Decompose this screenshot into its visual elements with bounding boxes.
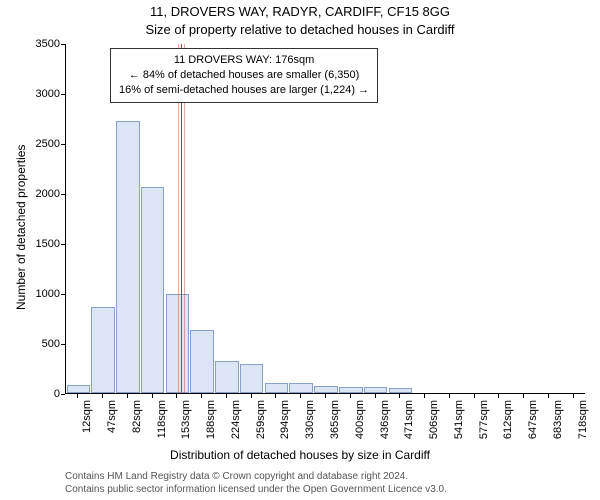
histogram-bar <box>240 364 264 393</box>
x-tick-mark <box>251 394 252 398</box>
x-tick-mark <box>474 394 475 398</box>
y-tick-label: 2500 <box>36 138 60 150</box>
x-tick-label: 188sqm <box>205 400 217 450</box>
x-tick-mark <box>77 394 78 398</box>
histogram-bar <box>190 330 214 393</box>
x-tick-label: 259sqm <box>255 400 267 450</box>
y-tick-mark <box>61 394 65 395</box>
x-tick-mark <box>498 394 499 398</box>
histogram-bar <box>265 383 289 393</box>
x-tick-label: 612sqm <box>502 400 514 450</box>
annotation-box: 11 DROVERS WAY: 176sqm ← 84% of detached… <box>110 48 378 103</box>
x-tick-mark <box>399 394 400 398</box>
footer-attribution: Contains HM Land Registry data © Crown c… <box>65 470 447 496</box>
histogram-bar <box>215 361 239 393</box>
x-tick-label: 506sqm <box>428 400 440 450</box>
x-tick-label: 400sqm <box>354 400 366 450</box>
histogram-bar <box>289 383 313 393</box>
y-axis-label: Number of detached properties <box>14 145 28 310</box>
footer-line2: Contains public sector information licen… <box>65 483 447 496</box>
x-tick-mark <box>325 394 326 398</box>
histogram-bar <box>67 385 91 393</box>
histogram-bar <box>116 121 140 393</box>
x-tick-label: 683sqm <box>552 400 564 450</box>
histogram-bar <box>314 386 338 393</box>
x-tick-label: 47sqm <box>106 400 118 450</box>
x-tick-label: 82sqm <box>131 400 143 450</box>
annotation-line2: ← 84% of detached houses are smaller (6,… <box>119 68 369 83</box>
x-tick-label: 12sqm <box>81 400 93 450</box>
x-tick-label: 718sqm <box>577 400 589 450</box>
x-tick-mark <box>573 394 574 398</box>
x-tick-mark <box>201 394 202 398</box>
y-tick-label: 3000 <box>36 88 60 100</box>
x-axis-label: Distribution of detached houses by size … <box>0 448 600 462</box>
histogram-bar <box>339 387 363 393</box>
x-tick-label: 224sqm <box>230 400 242 450</box>
x-tick-mark <box>424 394 425 398</box>
chart-title-line1: 11, DROVERS WAY, RADYR, CARDIFF, CF15 8G… <box>0 4 600 19</box>
x-tick-mark <box>449 394 450 398</box>
x-tick-mark <box>102 394 103 398</box>
x-tick-mark <box>300 394 301 398</box>
x-tick-mark <box>226 394 227 398</box>
x-tick-label: 365sqm <box>329 400 341 450</box>
annotation-line3: 16% of semi-detached houses are larger (… <box>119 83 369 98</box>
x-tick-mark <box>127 394 128 398</box>
y-tick-label: 500 <box>42 338 60 350</box>
x-tick-label: 153sqm <box>180 400 192 450</box>
x-tick-mark <box>275 394 276 398</box>
y-tick-label: 3500 <box>36 38 60 50</box>
x-tick-mark <box>548 394 549 398</box>
x-tick-label: 118sqm <box>156 400 168 450</box>
x-tick-label: 647sqm <box>527 400 539 450</box>
histogram-bar <box>364 387 388 393</box>
annotation-line1: 11 DROVERS WAY: 176sqm <box>119 53 369 68</box>
x-tick-label: 294sqm <box>279 400 291 450</box>
x-tick-label: 541sqm <box>453 400 465 450</box>
x-tick-mark <box>375 394 376 398</box>
y-tick-label: 2000 <box>36 188 60 200</box>
y-tick-label: 1000 <box>36 288 60 300</box>
x-tick-mark <box>152 394 153 398</box>
x-tick-mark <box>350 394 351 398</box>
histogram-bar <box>141 187 165 393</box>
histogram-bar <box>91 307 115 393</box>
histogram-bar <box>389 388 413 393</box>
y-tick-label: 0 <box>54 388 60 400</box>
x-tick-mark <box>176 394 177 398</box>
chart-title-line2: Size of property relative to detached ho… <box>0 22 600 37</box>
footer-line1: Contains HM Land Registry data © Crown c… <box>65 470 447 483</box>
chart-container: 11, DROVERS WAY, RADYR, CARDIFF, CF15 8G… <box>0 0 600 500</box>
x-tick-label: 577sqm <box>478 400 490 450</box>
x-tick-label: 436sqm <box>379 400 391 450</box>
plot-area: 11 DROVERS WAY: 176sqm ← 84% of detached… <box>65 44 585 394</box>
x-tick-label: 330sqm <box>304 400 316 450</box>
x-tick-mark <box>523 394 524 398</box>
y-tick-label: 1500 <box>36 238 60 250</box>
x-tick-label: 471sqm <box>403 400 415 450</box>
